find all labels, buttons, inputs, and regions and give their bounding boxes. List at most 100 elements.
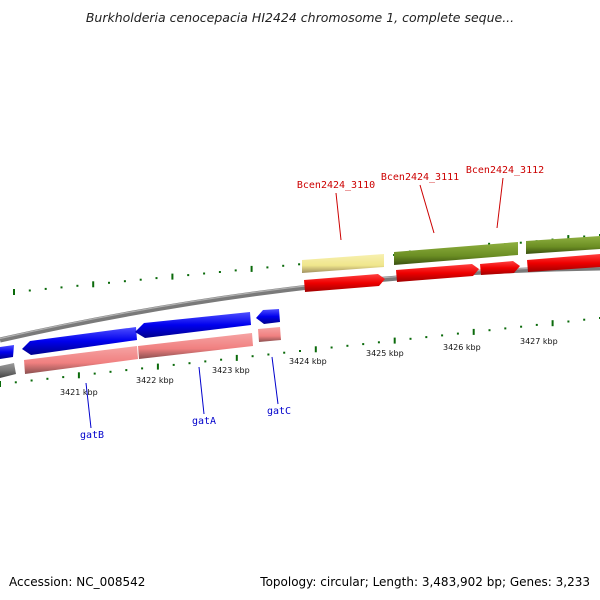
outer-ruler-minor-tick (139, 278, 142, 281)
inner-ruler-minor-tick (109, 370, 112, 373)
feature-olive-3111 (394, 242, 518, 265)
inner-ruler-minor-tick (456, 332, 459, 335)
inner-ruler-minor-tick (251, 355, 254, 358)
inner-ruler-minor-tick (283, 351, 286, 354)
outer-ruler-minor-tick (298, 263, 301, 266)
outer-ruler-minor-tick (108, 281, 110, 284)
inner-ruler-minor-tick (220, 358, 223, 361)
inner-ruler-minor-tick (535, 323, 538, 326)
inner-ruler-minor-tick (425, 336, 428, 339)
feature-pink-gatC (258, 327, 281, 342)
kbp-tick-label: 3425 kbp (366, 349, 404, 358)
genes-label: Genes: (509, 575, 552, 589)
kbp-labels: 3421 kbp 3422 kbp 3423 kbp 3424 kbp 3425 kbp… (60, 337, 558, 397)
inner-ruler-minor-tick (93, 372, 96, 375)
gene-arrow-next (527, 254, 600, 272)
gene-leader-line (198, 366, 205, 415)
accession-label: Accession: (9, 575, 73, 589)
outer-ruler-minor-tick (187, 274, 190, 277)
gene-label-gatC[interactable]: gatC (267, 406, 291, 417)
outer-ruler-minor-tick (60, 286, 63, 289)
gene-label-Bcen2424_3111[interactable]: Bcen2424_3111 (381, 172, 459, 183)
inner-ruler-minor-tick (567, 320, 570, 323)
outer-ruler-major-tick (171, 273, 174, 280)
outer-ruler-minor-tick (28, 289, 31, 292)
gene-arrow-3110 (304, 274, 385, 292)
outer-ruler-major-tick (250, 265, 253, 272)
accession-value: NC_008542 (76, 575, 146, 589)
outer-ruler-minor-tick (218, 271, 221, 273)
inner-ruler-minor-tick (30, 379, 33, 382)
backbone-highlight (0, 265, 600, 340)
inner-ruler-minor-tick (125, 369, 128, 372)
outer-ruler-minor-tick (76, 284, 79, 287)
inner-ruler-minor-tick (583, 318, 586, 321)
kbp-tick-label: 3421 kbp (60, 388, 98, 397)
feature-olive-3112 (526, 236, 600, 254)
inner-ruler-minor-tick (330, 346, 333, 349)
gene-label-Bcen2424_3110[interactable]: Bcen2424_3110 (297, 180, 375, 191)
kbp-tick-label: 3426 kbp (443, 343, 481, 352)
inner-ruler-minor-tick (409, 337, 412, 340)
gene-arrow-gatB-left (0, 345, 14, 359)
inner-ruler-major-tick (235, 354, 238, 361)
inner-ruler-minor-tick (520, 325, 523, 328)
length-value: 3,483,902 bp (421, 575, 502, 589)
outer-ruler-minor-tick (266, 266, 269, 269)
gene-arrow-gatB (22, 327, 137, 355)
feature-gray-left (0, 363, 16, 378)
outer-ruler-major-tick (92, 281, 95, 288)
outer-ruler-minor-tick (203, 272, 206, 275)
backbone-track (0, 265, 600, 343)
gene-leader-line (419, 184, 435, 234)
inner-ruler-minor-tick (346, 344, 349, 347)
inner-ruler-minor-tick (204, 360, 207, 363)
topology-value: circular (320, 575, 365, 589)
gene-label-gatA[interactable]: gatA (192, 416, 216, 427)
genome-stats-footer: Topology: circular; Length: 3,483,902 bp… (260, 575, 590, 589)
accession-footer: Accession: NC_008542 (9, 575, 145, 589)
outer-ruler-minor-tick (44, 287, 47, 290)
gene-arrow-3112 (480, 261, 520, 275)
outer-ruler-minor-tick (234, 269, 237, 272)
inner-ruler-minor-tick (267, 353, 270, 356)
gene-leader-line (85, 382, 92, 429)
outer-ruler-major-tick (567, 235, 570, 242)
inner-ruler-minor-tick (141, 367, 144, 370)
map-title: Burkholderia cenocepacia HI2424 chromoso… (85, 10, 515, 25)
inner-ruler-minor-tick (299, 350, 301, 352)
inner-ruler-minor-tick (14, 381, 17, 384)
topology-label: Topology: (260, 575, 317, 589)
inner-ruler-minor-tick (441, 334, 444, 337)
inner-ruler-major-tick (0, 381, 1, 387)
feature-pink-gatA (138, 333, 253, 359)
kbp-tick-label: 3423 kbp (212, 366, 250, 375)
outer-ruler-minor-tick (519, 241, 522, 244)
inner-ruler-minor-tick (188, 362, 191, 365)
inner-ruler-major-tick (77, 372, 80, 379)
gene-leader-line (271, 356, 279, 405)
gene-label-gatB[interactable]: gatB (80, 430, 104, 441)
inner-ruler-major-tick (393, 337, 396, 344)
gene-leader-line (496, 177, 504, 229)
inner-ruler-major-tick (156, 363, 159, 370)
outer-ruler-minor-tick (123, 280, 126, 283)
gene-arrow-gatA (135, 312, 251, 338)
gene-leader-line (335, 192, 342, 241)
inner-ruler-minor-tick (377, 341, 380, 344)
kbp-tick-label: 3427 kbp (520, 337, 558, 346)
inner-ruler-minor-tick (62, 376, 65, 379)
inner-ruler-minor-tick (488, 329, 491, 332)
inner-ruler-minor-tick (504, 327, 507, 330)
genes-value: 3,233 (555, 575, 590, 589)
inner-ruler-ticks (0, 317, 600, 387)
outer-ruler-major-tick (13, 289, 15, 295)
inner-ruler-major-tick (472, 328, 475, 335)
outer-ruler-minor-tick (583, 235, 586, 238)
inner-ruler-minor-tick (46, 377, 49, 380)
kbp-tick-label: 3424 kbp (289, 357, 327, 366)
feature-yellow-3110 (302, 254, 384, 273)
inner-ruler-minor-tick (172, 363, 175, 366)
gene-label-Bcen2424_3112[interactable]: Bcen2424_3112 (466, 165, 544, 176)
